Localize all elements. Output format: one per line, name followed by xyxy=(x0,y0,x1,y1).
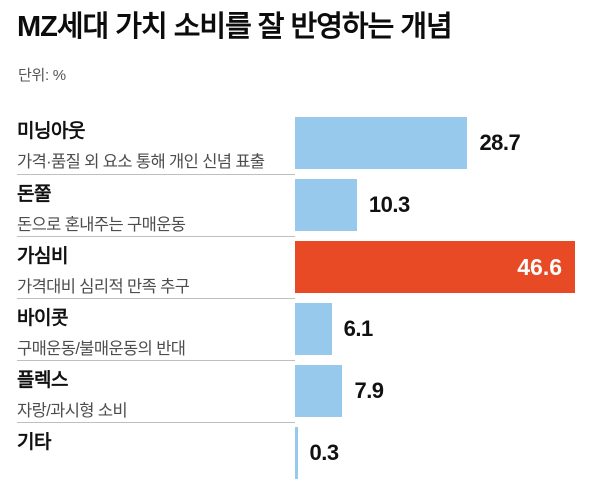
bar-value: 6.1 xyxy=(343,316,374,341)
bar-area: 6.1 6.1 xyxy=(295,298,600,360)
category-sublabel: 가격대비 심리적 만족 추구 xyxy=(17,277,190,296)
category-label-column: 돈쭐 돈으로 혼내주는 구매운동 xyxy=(17,174,295,236)
chart-row-other: 기타 0.3 0.3 xyxy=(0,422,600,484)
category-sublabel: 자랑/과시형 소비 xyxy=(17,401,128,420)
chart-row-donjjul: 돈쭐 돈으로 혼내주는 구매운동 10.3 10.3 xyxy=(0,174,600,236)
bar-value: 10.3 xyxy=(368,192,410,217)
chart-title: MZ세대 가치 소비를 잘 반영하는 개념 xyxy=(17,11,453,43)
category-label-column: 플렉스 자랑/과시형 소비 xyxy=(17,360,295,422)
category-label: 플렉스 xyxy=(17,370,68,391)
chart-row-buycott: 바이콧 구매운동/불매운동의 반대 6.1 6.1 xyxy=(0,298,600,360)
category-label: 미닝아웃 xyxy=(17,121,85,142)
category-label-column: 미닝아웃 가격·품질 외 요소 통해 개인 신념 표출 xyxy=(17,112,295,174)
category-label: 돈쭐 xyxy=(17,184,51,205)
bar-area: 46.6 46.6 xyxy=(295,236,600,298)
category-label: 가심비 xyxy=(17,246,68,267)
bar-area: 7.9 7.9 xyxy=(295,360,600,422)
chart-bar: 10.3 xyxy=(295,179,357,231)
category-sublabel: 돈으로 혼내주는 구매운동 xyxy=(17,215,186,234)
category-label-column: 가심비 가격대비 심리적 만족 추구 xyxy=(17,236,295,298)
category-label-column: 기타 xyxy=(17,422,295,484)
bar-area: 10.3 10.3 xyxy=(295,174,600,236)
bar-value: 0.3 xyxy=(309,440,340,465)
bar-value-inside: 46.6 xyxy=(517,253,562,280)
chart-bar: 7.9 xyxy=(295,365,343,417)
unit-label: 단위: % xyxy=(18,67,66,84)
chart-row-gasimbi: 가심비 가격대비 심리적 만족 추구 46.6 46.6 xyxy=(0,236,600,298)
chart-row-flex: 플렉스 자랑/과시형 소비 7.9 7.9 xyxy=(0,360,600,422)
category-sublabel: 가격·품질 외 요소 통해 개인 신념 표출 xyxy=(17,152,265,171)
category-label: 기타 xyxy=(17,432,51,453)
bar-value: 7.9 xyxy=(354,378,384,403)
category-sublabel: 구매운동/불매운동의 반대 xyxy=(17,339,186,358)
chart-row-meaning-out: 미닝아웃 가격·품질 외 요소 통해 개인 신념 표출 28.7 28.7 xyxy=(0,112,600,174)
category-label: 바이콧 xyxy=(17,308,68,329)
bar-value: 28.7 xyxy=(479,130,521,155)
bar-area: 0.3 0.3 xyxy=(295,422,600,484)
chart-bar: 6.1 xyxy=(295,303,332,355)
chart-bar: 28.7 xyxy=(295,117,468,169)
bar-chart: 미닝아웃 가격·품질 외 요소 통해 개인 신념 표출 28.7 28.7 돈쭐… xyxy=(0,112,600,484)
chart-bar: 0.3 xyxy=(295,427,298,479)
category-label-column: 바이콧 구매운동/불매운동의 반대 xyxy=(17,298,295,360)
chart-bar-highlighted: 46.6 xyxy=(295,241,575,293)
bar-area: 28.7 28.7 xyxy=(295,112,600,174)
